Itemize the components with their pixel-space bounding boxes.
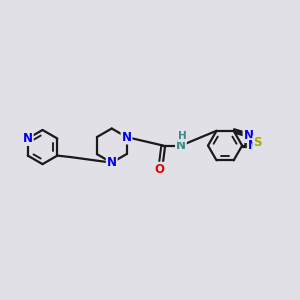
Text: N: N (23, 132, 33, 145)
Text: O: O (154, 163, 164, 176)
Text: N: N (122, 130, 131, 143)
Text: H: H (178, 131, 187, 141)
Text: S: S (253, 136, 262, 149)
Text: N: N (107, 156, 117, 169)
Text: N: N (244, 129, 254, 142)
Text: N: N (176, 139, 186, 152)
Text: N: N (248, 139, 258, 152)
